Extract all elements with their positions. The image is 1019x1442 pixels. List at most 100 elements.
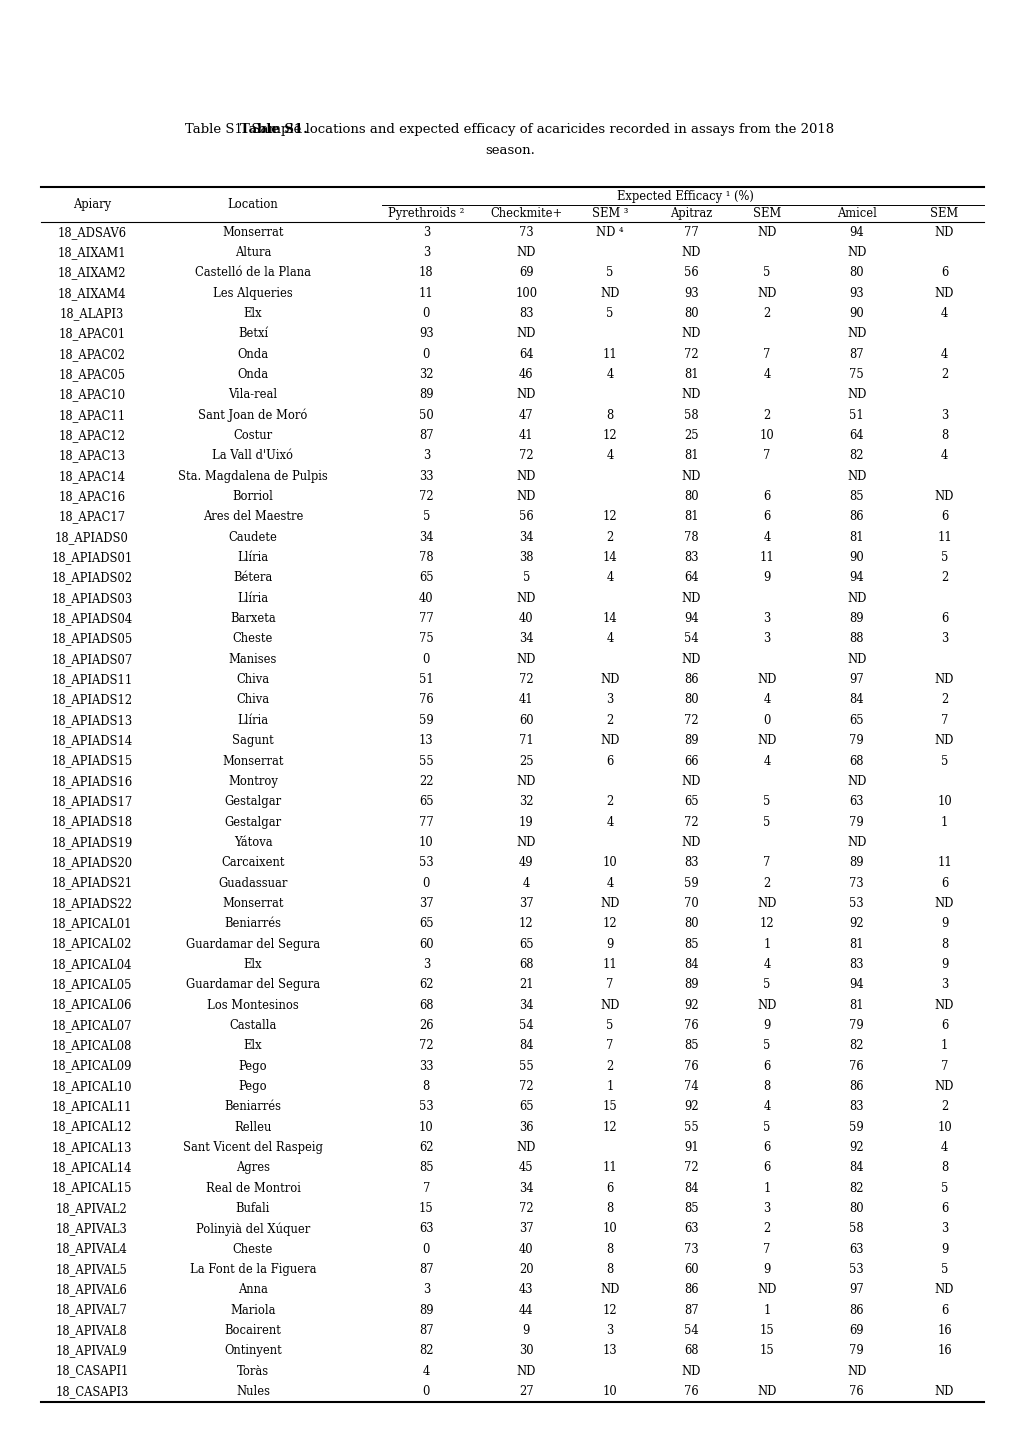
Text: 18_APIADS05: 18_APIADS05 <box>51 633 132 646</box>
Text: 84: 84 <box>519 1040 533 1053</box>
Text: 46: 46 <box>519 368 533 381</box>
Text: 18_APAC13: 18_APAC13 <box>58 450 125 463</box>
Text: 18_APIADS18: 18_APIADS18 <box>51 816 132 829</box>
Text: 9: 9 <box>940 957 948 970</box>
Text: 66: 66 <box>684 754 698 767</box>
Text: 81: 81 <box>849 998 863 1011</box>
Text: 2: 2 <box>605 1060 613 1073</box>
Text: 5: 5 <box>605 307 613 320</box>
Text: 7: 7 <box>940 1060 948 1073</box>
Text: 5: 5 <box>940 754 948 767</box>
Text: 90: 90 <box>849 307 863 320</box>
Text: 81: 81 <box>684 510 698 523</box>
Text: 6: 6 <box>940 267 948 280</box>
Text: ND: ND <box>682 247 700 260</box>
Text: 33: 33 <box>419 1060 433 1073</box>
Text: 53: 53 <box>849 1263 863 1276</box>
Text: 25: 25 <box>519 754 533 767</box>
Text: 0: 0 <box>422 307 430 320</box>
Text: 18_APICAL10: 18_APICAL10 <box>52 1080 131 1093</box>
Text: ND: ND <box>934 897 953 910</box>
Text: 6: 6 <box>762 490 770 503</box>
Text: 11: 11 <box>602 348 616 360</box>
Text: 5: 5 <box>762 1120 770 1133</box>
Text: 18_APICAL01: 18_APICAL01 <box>52 917 131 930</box>
Text: 8: 8 <box>940 430 948 443</box>
Text: Monserrat: Monserrat <box>222 897 283 910</box>
Text: 76: 76 <box>684 1384 698 1397</box>
Text: 40: 40 <box>519 613 533 626</box>
Text: 8: 8 <box>605 1243 613 1256</box>
Text: 6: 6 <box>940 510 948 523</box>
Text: Monserrat: Monserrat <box>222 226 283 239</box>
Text: 18_APIADS11: 18_APIADS11 <box>51 673 132 686</box>
Text: Pego: Pego <box>238 1060 267 1073</box>
Text: 12: 12 <box>759 917 773 930</box>
Text: ND: ND <box>600 897 619 910</box>
Text: ND: ND <box>682 470 700 483</box>
Text: 93: 93 <box>419 327 433 340</box>
Text: ND: ND <box>847 836 865 849</box>
Text: 4: 4 <box>762 754 770 767</box>
Text: ND ⁴: ND ⁴ <box>596 226 623 239</box>
Text: ND: ND <box>757 287 775 300</box>
Text: 81: 81 <box>849 937 863 950</box>
Text: ND: ND <box>682 591 700 604</box>
Text: 69: 69 <box>519 267 533 280</box>
Text: 36: 36 <box>519 1120 533 1133</box>
Text: 5: 5 <box>762 267 770 280</box>
Text: 85: 85 <box>684 1203 698 1216</box>
Text: 58: 58 <box>684 408 698 421</box>
Text: 34: 34 <box>419 531 433 544</box>
Text: Elx: Elx <box>244 307 262 320</box>
Text: 72: 72 <box>684 816 698 829</box>
Text: 5: 5 <box>762 795 770 808</box>
Text: 10: 10 <box>419 1120 433 1133</box>
Text: ND: ND <box>934 998 953 1011</box>
Text: 18: 18 <box>419 267 433 280</box>
Text: 4: 4 <box>762 957 770 970</box>
Text: Mariola: Mariola <box>230 1304 275 1317</box>
Text: 79: 79 <box>849 816 863 829</box>
Text: La Vall d'Uixó: La Vall d'Uixó <box>212 450 293 463</box>
Text: Llíria: Llíria <box>237 714 268 727</box>
Text: 62: 62 <box>419 1141 433 1154</box>
Text: 90: 90 <box>849 551 863 564</box>
Text: 2: 2 <box>762 408 770 421</box>
Text: ND: ND <box>847 774 865 787</box>
Text: 6: 6 <box>762 1141 770 1154</box>
Text: 6: 6 <box>762 1161 770 1174</box>
Text: 18_APIVAL5: 18_APIVAL5 <box>56 1263 127 1276</box>
Text: 68: 68 <box>849 754 863 767</box>
Text: Guadassuar: Guadassuar <box>218 877 287 890</box>
Text: 4: 4 <box>605 816 613 829</box>
Text: 18_APAC10: 18_APAC10 <box>58 388 125 401</box>
Text: 58: 58 <box>849 1223 863 1236</box>
Text: 60: 60 <box>684 1263 698 1276</box>
Text: 18_APAC14: 18_APAC14 <box>58 470 125 483</box>
Text: 80: 80 <box>684 917 698 930</box>
Text: 97: 97 <box>849 1283 863 1296</box>
Text: 83: 83 <box>519 307 533 320</box>
Text: ND: ND <box>517 470 535 483</box>
Text: ND: ND <box>847 470 865 483</box>
Text: 53: 53 <box>419 1100 433 1113</box>
Text: Apitraz: Apitraz <box>669 206 712 221</box>
Text: 92: 92 <box>849 1141 863 1154</box>
Text: ND: ND <box>517 1364 535 1377</box>
Text: Location: Location <box>227 198 278 212</box>
Text: Pego: Pego <box>238 1080 267 1093</box>
Text: 77: 77 <box>419 613 433 626</box>
Text: 63: 63 <box>849 795 863 808</box>
Text: 34: 34 <box>519 998 533 1011</box>
Text: 10: 10 <box>602 1384 616 1397</box>
Text: 75: 75 <box>849 368 863 381</box>
Text: ND: ND <box>847 1364 865 1377</box>
Text: 10: 10 <box>936 1120 951 1133</box>
Text: 92: 92 <box>849 917 863 930</box>
Text: 4: 4 <box>762 694 770 707</box>
Text: 56: 56 <box>519 510 533 523</box>
Text: 11: 11 <box>759 551 773 564</box>
Text: 12: 12 <box>602 917 616 930</box>
Text: 80: 80 <box>684 490 698 503</box>
